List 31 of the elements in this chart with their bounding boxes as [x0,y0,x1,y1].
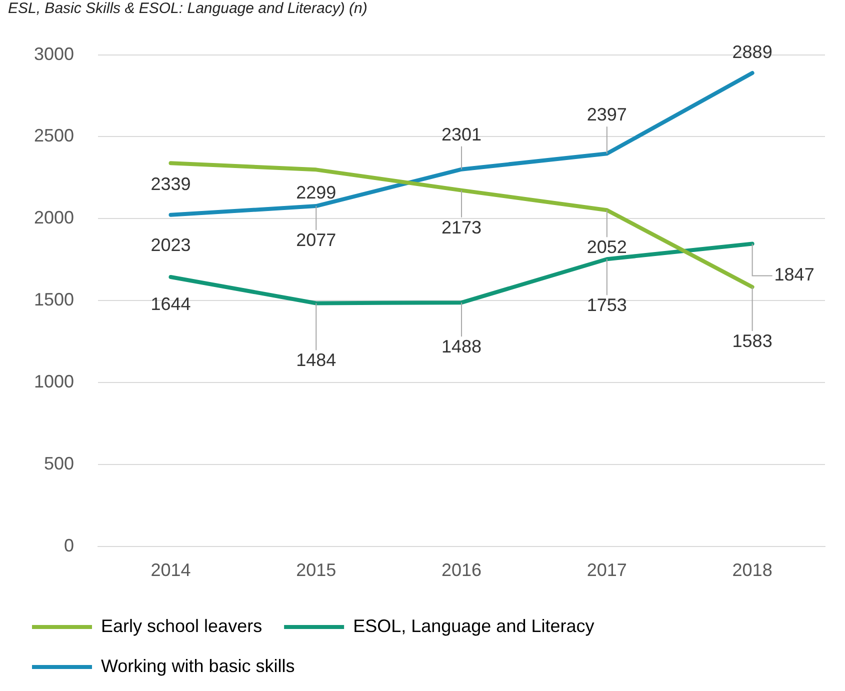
data-label: 1644 [150,294,191,314]
legend-label: Working with basic skills [101,656,295,676]
data-label: 2339 [150,174,191,194]
data-label: 2052 [586,237,627,258]
data-label: 2301 [442,124,482,144]
y-tick-label: 3000 [34,44,74,64]
y-tick-label: 500 [44,453,74,474]
data-label: 2173 [442,217,482,238]
x-tick-label: 2016 [442,560,482,580]
legend-label: ESOL, Language and Literacy [353,616,594,636]
data-label: 2889 [732,42,772,62]
data-label: 2077 [296,230,336,250]
data-label: 1484 [296,350,336,370]
x-tick-label: 2015 [296,560,336,580]
y-tick-label: 2000 [34,208,74,228]
data-label: 1847 [774,264,814,285]
y-tick-label: 1000 [34,372,74,392]
data-label: 2299 [296,182,336,203]
x-tick-label: 2018 [732,560,772,580]
data-label: 1488 [442,336,482,357]
legend-label: Early school leavers [101,616,262,636]
x-tick-label: 2014 [150,560,191,580]
y-tick-label: 2500 [34,126,74,146]
chart-title: ESL, Basic Skills & ESOL: Language and Literacy) (n) [8,0,368,17]
x-tick-label: 2017 [586,560,627,580]
data-label: 1753 [586,295,627,316]
data-label: 2397 [586,104,627,125]
y-tick-label: 0 [64,535,74,556]
data-label: 1583 [732,330,772,351]
y-tick-label: 1500 [34,290,74,310]
data-label: 2023 [150,234,191,255]
